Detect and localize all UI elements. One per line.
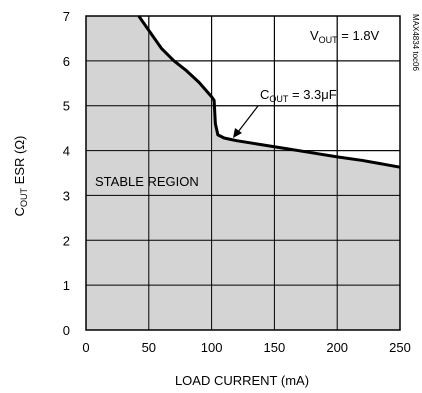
y-axis-label-sub: OUT xyxy=(19,187,29,207)
plot-frame xyxy=(85,15,401,331)
y-tick-label-5: 5 xyxy=(63,99,70,114)
x-tick-label-100: 100 xyxy=(201,340,223,355)
figure-id: MAX4834 toc06 xyxy=(411,14,420,71)
x-tick-label-50: 50 xyxy=(142,340,156,355)
y-tick-label-7: 7 xyxy=(63,9,70,24)
x-tick-label-0: 0 xyxy=(82,340,89,355)
cout-annotation-arrowhead xyxy=(233,128,242,138)
y-tick-label-0: 0 xyxy=(63,323,70,338)
cout-annotation-leader xyxy=(237,105,259,133)
y-axis-label-main: C xyxy=(12,207,27,216)
esr-limit-curve xyxy=(137,15,401,169)
vout-annotation: VOUT = 1.8V xyxy=(310,28,380,45)
y-axis-label: COUT ESR (Ω) xyxy=(12,136,29,217)
y-axis-label-rest: ESR (Ω) xyxy=(12,136,27,188)
x-axis-label: LOAD CURRENT (mA) xyxy=(175,373,309,388)
x-tick-label-250: 250 xyxy=(389,340,411,355)
y-tick-label-1: 1 xyxy=(63,278,70,293)
stable-region-label: STABLE REGION xyxy=(95,174,199,189)
x-tick-labels: 0 50 100 150 200 250 xyxy=(82,340,410,355)
y-tick-labels: 0 1 2 3 4 5 6 7 xyxy=(63,9,70,338)
x-tick-label-200: 200 xyxy=(326,340,348,355)
cout-annotation: COUT = 3.3μF xyxy=(260,87,337,104)
x-tick-label-150: 150 xyxy=(264,340,286,355)
y-tick-label-2: 2 xyxy=(63,233,70,248)
y-tick-label-6: 6 xyxy=(63,54,70,69)
y-tick-label-4: 4 xyxy=(63,144,70,159)
stable-region-area xyxy=(86,16,400,330)
y-tick-label-3: 3 xyxy=(63,188,70,203)
